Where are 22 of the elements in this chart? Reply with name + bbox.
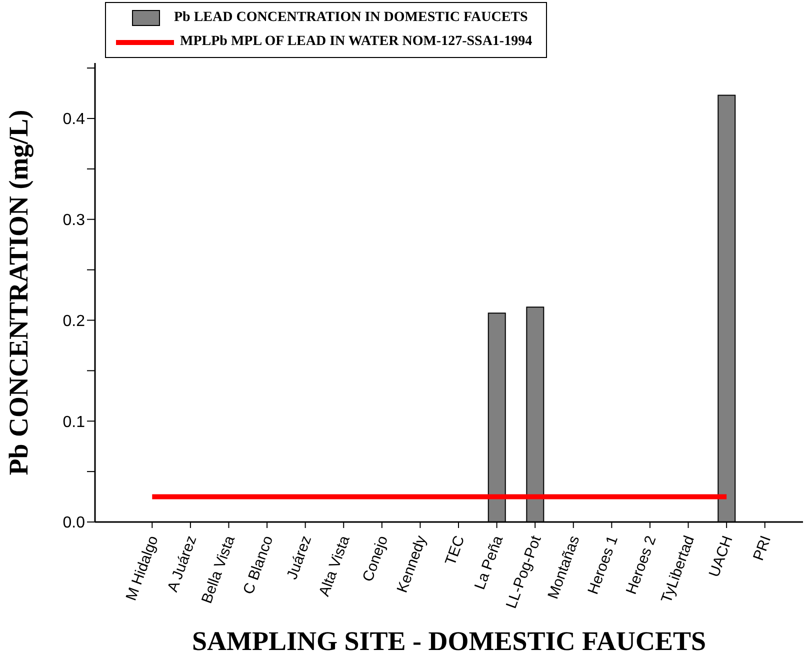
x-tick-label: A Juárez [164, 534, 200, 594]
x-tick-label: La Peña [471, 532, 507, 592]
x-tick-label: Heroes 1 [584, 534, 622, 597]
x-tick-label: PRI [750, 534, 775, 563]
y-tick-label: 0.4 [62, 111, 86, 128]
y-tick-label: 0.2 [62, 312, 86, 330]
x-tick-label: Bella Vista [198, 532, 239, 606]
x-axis-title: SAMPLING SITE - DOMESTIC FAUCETS [192, 626, 706, 656]
x-tick-label: Heroes 2 [622, 534, 660, 597]
x-tick-label: Conejo [359, 534, 392, 584]
x-tick-label: M Hidalgo [122, 534, 162, 603]
x-tick-label: Juárez [284, 534, 316, 582]
x-tick-label: Alta Vista [316, 532, 354, 599]
x-tick-label: TEC [442, 533, 468, 568]
y-tick-label: 0.0 [62, 514, 86, 532]
y-axis-title: Pb CONCENTRATION (mg/L) [4, 110, 34, 476]
x-tick-label: C Blanco [240, 534, 277, 597]
y-tick-label: 0.3 [62, 212, 86, 230]
y-tick-label: 0.1 [62, 414, 86, 431]
x-tick-label: UACH [706, 534, 736, 580]
legend-label: MPLPb MPL OF LEAD IN WATER NOM-127-SSA1-1994 [180, 34, 532, 50]
legend-label: Pb LEAD CONCENTRATION IN DOMESTIC FAUCETS [174, 10, 528, 26]
